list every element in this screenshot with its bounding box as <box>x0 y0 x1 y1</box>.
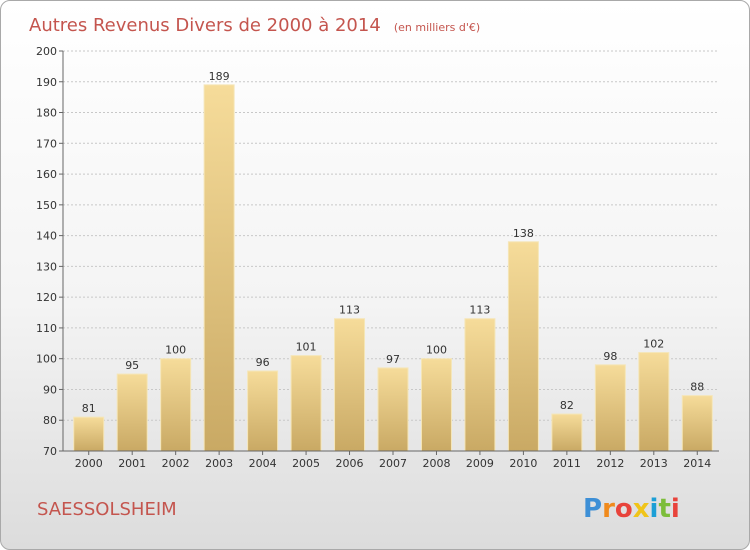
x-tick-label-2006: 2006 <box>336 457 364 470</box>
bar-2000 <box>73 416 105 452</box>
axes <box>62 51 719 452</box>
y-tick-label: 200 <box>36 45 57 58</box>
x-axis-ticks: 2000 2001 2002 2003 2004 2005 2006 2007 2008 2009… <box>75 451 711 470</box>
data-labels: 81 95 100 189 96 101 113 97 100 113 138 82 98 102 88 <box>82 70 705 415</box>
bar-2007 <box>377 367 409 452</box>
data-label-2012: 98 <box>603 350 617 363</box>
y-tick-label: 150 <box>36 199 57 212</box>
bar-2008 <box>420 358 452 452</box>
x-tick-label-2001: 2001 <box>118 457 146 470</box>
bar-2010 <box>507 241 539 452</box>
y-tick-label: 180 <box>36 107 57 120</box>
data-label-2001: 95 <box>125 359 139 372</box>
commune-name: SAESSOLSHEIM <box>37 499 177 520</box>
data-label-2003: 189 <box>209 70 230 83</box>
bar-2003 <box>203 84 235 452</box>
data-label-2010: 138 <box>513 227 534 240</box>
bar-2001 <box>116 373 148 452</box>
y-tick-label: 170 <box>36 137 57 150</box>
chart-title: Autres Revenus Divers de 2000 à 2014 (en… <box>29 15 480 36</box>
y-tick-label: 80 <box>43 414 57 427</box>
x-tick-label-2010: 2010 <box>509 457 537 470</box>
bar-2005 <box>290 355 322 452</box>
x-tick-label-2012: 2012 <box>596 457 624 470</box>
bar-2006 <box>334 318 366 452</box>
data-label-2007: 97 <box>386 353 400 366</box>
data-label-2002: 100 <box>165 344 186 357</box>
x-tick-label-2011: 2011 <box>553 457 581 470</box>
logo-letter: r <box>602 494 615 524</box>
bar-2014 <box>681 395 713 452</box>
x-tick-label-2005: 2005 <box>292 457 320 470</box>
x-tick-label-2013: 2013 <box>640 457 668 470</box>
y-tick-label: 190 <box>36 76 57 89</box>
bars <box>73 84 713 452</box>
y-tick-label: 130 <box>36 260 57 273</box>
y-tick-label: 120 <box>36 291 57 304</box>
x-tick-label-2004: 2004 <box>249 457 277 470</box>
data-label-2008: 100 <box>426 344 447 357</box>
logo-letter: P <box>583 494 602 524</box>
data-label-2005: 101 <box>296 341 317 354</box>
x-tick-label-2009: 2009 <box>466 457 494 470</box>
x-tick-label-2008: 2008 <box>422 457 450 470</box>
proxiti-logo: Proxiti <box>583 494 680 524</box>
data-label-2000: 81 <box>82 402 96 415</box>
bar-2012 <box>594 364 626 452</box>
logo-letter: x <box>633 494 650 524</box>
logo-letter: i <box>650 494 659 524</box>
logo-letter: t <box>658 494 670 524</box>
x-tick-label-2000: 2000 <box>75 457 103 470</box>
y-tick-label: 100 <box>36 353 57 366</box>
data-label-2009: 113 <box>469 304 490 317</box>
data-label-2013: 102 <box>643 338 664 351</box>
bar-2004 <box>247 370 279 452</box>
x-tick-label-2003: 2003 <box>205 457 233 470</box>
y-axis-ticks: 70 80 90 100 110 120 130 140 150 160 170 180 190 200 <box>36 45 63 458</box>
x-tick-label-2014: 2014 <box>683 457 711 470</box>
bar-2009 <box>464 318 496 452</box>
data-label-2011: 82 <box>560 399 574 412</box>
bar-2011 <box>551 413 583 452</box>
y-tick-label: 160 <box>36 168 57 181</box>
logo-letter: i <box>671 494 680 524</box>
y-tick-label: 90 <box>43 383 57 396</box>
y-tick-label: 70 <box>43 445 57 458</box>
y-tick-label: 140 <box>36 230 57 243</box>
y-tick-label: 110 <box>36 322 57 335</box>
data-label-2014: 88 <box>690 381 704 394</box>
bar-2002 <box>160 358 192 452</box>
x-tick-label-2007: 2007 <box>379 457 407 470</box>
logo-letter: o <box>615 494 633 524</box>
x-tick-label-2002: 2002 <box>162 457 190 470</box>
data-label-2006: 113 <box>339 304 360 317</box>
bar-2013 <box>638 352 670 452</box>
data-label-2004: 96 <box>256 356 270 369</box>
